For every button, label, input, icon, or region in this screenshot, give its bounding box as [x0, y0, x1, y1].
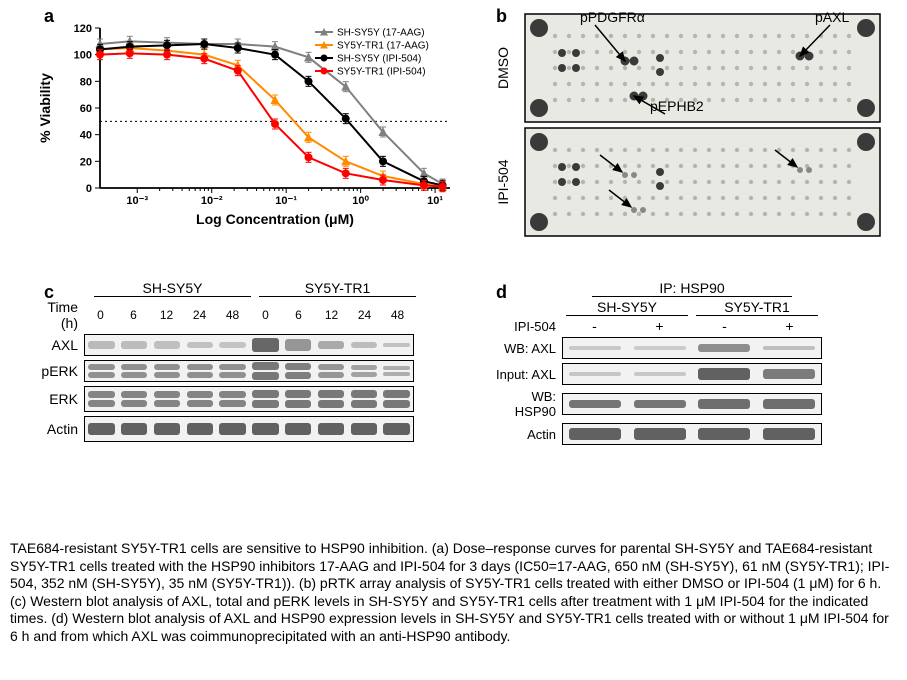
svg-text:10⁰: 10⁰ [352, 195, 369, 207]
svg-text:20: 20 [80, 156, 92, 168]
treatment-label: IPI-504 [490, 319, 562, 334]
blot-lanes [562, 423, 822, 445]
blot-lanes [84, 360, 414, 382]
svg-text:10⁻³: 10⁻³ [126, 195, 148, 207]
svg-text:SY5Y-TR1 (IPI-504): SY5Y-TR1 (IPI-504) [337, 67, 426, 78]
svg-text:0: 0 [86, 183, 92, 195]
svg-text:SH-SY5Y (17-AAG): SH-SY5Y (17-AAG) [337, 28, 425, 39]
svg-text:80: 80 [80, 76, 92, 88]
svg-text:60: 60 [80, 103, 92, 115]
svg-text:pAXL: pAXL [815, 9, 849, 25]
svg-text:100: 100 [74, 50, 92, 62]
svg-text:40: 40 [80, 130, 92, 142]
svg-text:SY5Y-TR1 (17-AAG): SY5Y-TR1 (17-AAG) [337, 41, 429, 52]
svg-text:DMSO: DMSO [495, 47, 511, 89]
blot-lanes [562, 393, 822, 415]
svg-text:10⁻¹: 10⁻¹ [275, 195, 297, 207]
svg-text:10¹: 10¹ [427, 195, 443, 207]
blot-lanes [84, 334, 414, 356]
group-label: SH-SY5Y [90, 280, 255, 296]
blot-label: ERK [30, 391, 84, 407]
panel-a-chart: 0 20 40 60 80 100 120 10⁻³ 10⁻² 10⁻¹ 10⁰ 10¹ Log Con… [30, 8, 460, 238]
blot-lanes [84, 386, 414, 412]
blot-label: WB: HSP90 [490, 389, 562, 419]
group-label: SY5Y-TR1 [255, 280, 420, 296]
svg-text:120: 120 [74, 23, 92, 35]
panel-c-blots: SH-SY5YSY5Y-TR1Time (h)0612244806122448A… [30, 280, 460, 530]
panel-b-array: DMSO IPI-504 pPDGFRα pAXL pEPHB2 [490, 8, 890, 238]
svg-text:Log Concentration (μM): Log Concentration (μM) [196, 211, 354, 227]
panel-d-blots: IP: HSP90SH-SY5YSY5Y-TR1IPI-504-+-+WB: A… [490, 280, 890, 530]
blot-label: Actin [490, 427, 562, 442]
blot-lanes [562, 363, 822, 385]
blot-label: pERK [30, 363, 84, 379]
svg-text:% Viability: % Viability [37, 73, 53, 143]
svg-text:10⁻²: 10⁻² [201, 195, 223, 207]
svg-text:IPI-504: IPI-504 [495, 159, 511, 204]
blot-label: AXL [30, 337, 84, 353]
ip-label: IP: HSP90 [562, 280, 822, 296]
blot-label: Input: AXL [490, 367, 562, 382]
time-label: Time (h) [30, 299, 84, 331]
svg-text:pEPHB2: pEPHB2 [650, 98, 704, 114]
blot-label: WB: AXL [490, 341, 562, 356]
svg-text:SH-SY5Y (IPI-504): SH-SY5Y (IPI-504) [337, 54, 421, 65]
blot-lanes [562, 337, 822, 359]
svg-text:pPDGFRα: pPDGFRα [580, 9, 645, 25]
figure-caption: TAE684-resistant SY5Y-TR1 cells are sens… [10, 540, 897, 645]
blot-lanes [84, 416, 414, 442]
blot-label: Actin [30, 421, 84, 437]
